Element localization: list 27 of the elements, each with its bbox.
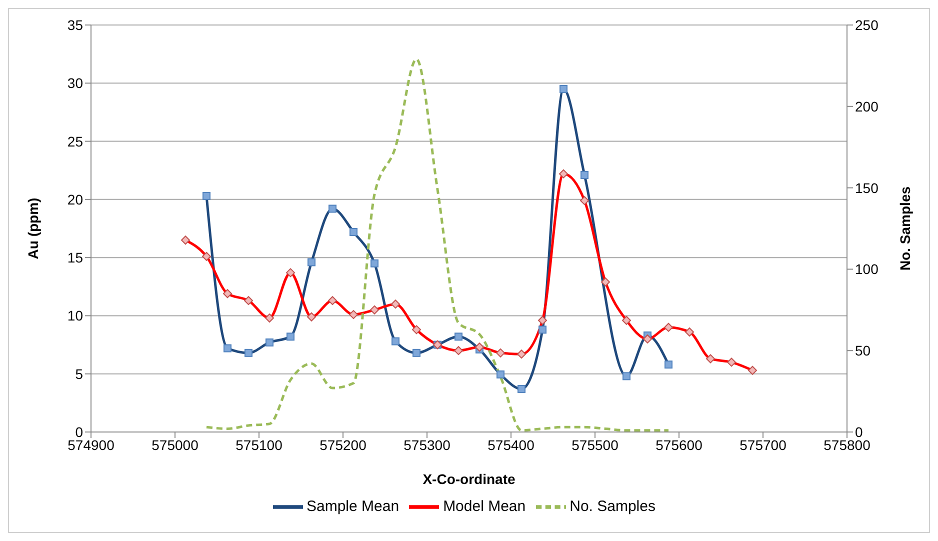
- y2-tick-label: 250: [855, 16, 879, 33]
- y2-tick-label: 200: [855, 98, 879, 114]
- y2-axis-title: No. Samples: [896, 186, 913, 271]
- y2-tick-label: 100: [855, 261, 879, 278]
- x-tick-label: 575400: [488, 436, 535, 453]
- legend-label: Model Mean: [443, 498, 526, 515]
- y-tick-label: 20: [67, 191, 84, 208]
- line-series: [205, 58, 670, 432]
- x-axis-title: X-Co-ordinate: [422, 471, 516, 487]
- x-tick-label: 575200: [320, 436, 367, 453]
- x-tick-label: 575300: [404, 436, 451, 453]
- x-tick-label: 575000: [152, 436, 199, 453]
- x-tick-label: 575500: [572, 436, 619, 453]
- x-tick-label: 575700: [740, 436, 787, 453]
- y-tick-label: 5: [75, 366, 84, 382]
- legend-label: No. Samples: [570, 498, 656, 515]
- x-tick-label: 575100: [236, 436, 283, 453]
- legend-label: Sample Mean: [306, 498, 400, 515]
- y-axis-title: Au (ppm): [24, 198, 41, 260]
- y-tick-label: 10: [67, 308, 84, 324]
- y-tick-label: 25: [67, 133, 84, 150]
- x-tick-label: 575600: [656, 436, 703, 453]
- y-tick-label: 30: [67, 75, 84, 92]
- y2-tick-label: 50: [855, 342, 871, 359]
- y-tick-label: 15: [67, 250, 84, 266]
- y2-tick-label: 150: [855, 180, 879, 196]
- y-tick-label: 35: [67, 16, 84, 33]
